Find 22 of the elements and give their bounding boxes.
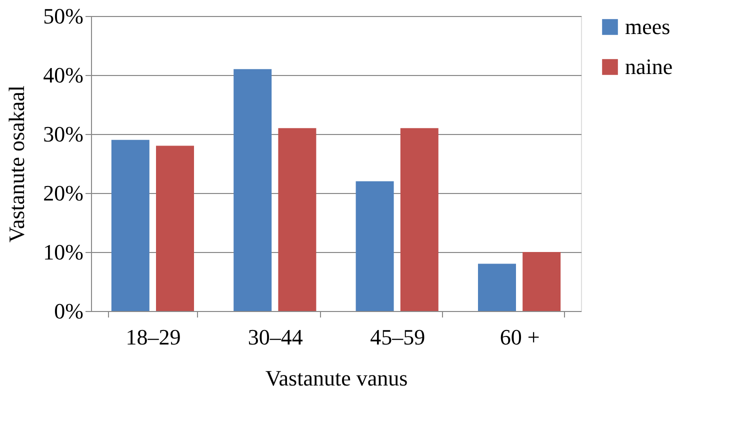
x-tick-label: 60 + xyxy=(500,324,540,350)
legend-label: naine xyxy=(625,54,673,79)
y-tick-label: 50% xyxy=(43,4,84,28)
y-tick-label: 20% xyxy=(43,180,84,206)
x-tick-label: 18–29 xyxy=(126,324,181,350)
x-tick-label: 30–44 xyxy=(248,324,303,350)
bar xyxy=(400,128,438,311)
x-axis-title: Vastanute vanus xyxy=(265,366,408,390)
y-tick-label: 40% xyxy=(43,62,84,88)
x-tick-label: 45–59 xyxy=(370,324,426,350)
bar xyxy=(522,252,561,311)
y-tick-label: 0% xyxy=(54,298,84,324)
y-tick-label: 10% xyxy=(43,240,84,264)
bar xyxy=(478,264,516,311)
legend-label: mees xyxy=(625,14,670,39)
bar xyxy=(111,140,150,311)
bar xyxy=(234,69,272,311)
y-axis-title: Vastanute osakaal xyxy=(4,86,30,242)
y-tick-label: 30% xyxy=(43,122,84,146)
bar xyxy=(156,146,194,311)
bar xyxy=(278,128,316,311)
bar xyxy=(356,181,394,311)
